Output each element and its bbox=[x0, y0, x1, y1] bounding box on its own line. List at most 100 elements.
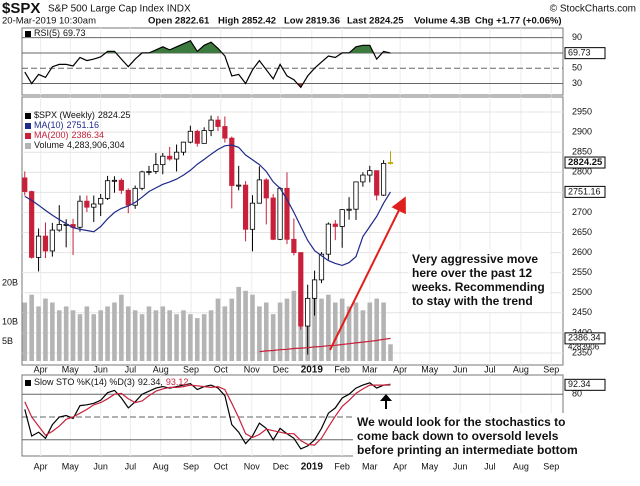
candle-body bbox=[367, 170, 373, 176]
x-tick-label: Jul bbox=[484, 461, 496, 471]
legend-text: , bbox=[160, 377, 163, 387]
series-line bbox=[24, 39, 391, 89]
y-tick-label: 2500 bbox=[572, 287, 592, 297]
candle-body bbox=[346, 208, 352, 211]
change: Chg +1.77 (+0.06%) bbox=[475, 16, 562, 27]
annotation-box bbox=[408, 250, 550, 312]
volume-bar bbox=[312, 294, 317, 361]
volume-bar bbox=[125, 306, 131, 361]
candle-body bbox=[146, 171, 152, 173]
index-name: S&P 500 Large Cap Index INDX bbox=[48, 4, 191, 15]
x-tick-label: Sep bbox=[543, 364, 559, 374]
legend-swatch bbox=[25, 143, 31, 149]
legend-text: Volume bbox=[34, 140, 64, 150]
candle-body bbox=[84, 200, 90, 208]
volume-bar bbox=[360, 310, 366, 361]
legend-text: Slow STO %K(14) %D(3) bbox=[34, 377, 135, 387]
legend-text: MA(200) bbox=[34, 130, 69, 140]
value-box: 92.34 bbox=[568, 379, 591, 389]
value-box: 2824.25 bbox=[568, 157, 603, 168]
candle-body bbox=[374, 170, 380, 196]
x-tick-label: Apr bbox=[393, 461, 407, 471]
annotation-text: to stay with the trend bbox=[412, 294, 533, 308]
x-tick-label: Mar bbox=[362, 461, 378, 471]
x-tick-label: Oct bbox=[214, 364, 229, 374]
candle-body bbox=[208, 119, 214, 131]
x-tick-label: Jul bbox=[125, 364, 137, 374]
x-tick-label: Feb bbox=[334, 364, 350, 374]
legend-entry: $SPX (Weekly) 2824.25 bbox=[34, 110, 130, 120]
x-tick-label: Dec bbox=[273, 461, 290, 471]
volume-bar bbox=[243, 290, 248, 361]
volume-bar bbox=[215, 298, 221, 361]
volume-bar bbox=[43, 298, 48, 361]
value-box-box bbox=[564, 185, 606, 198]
candle-body bbox=[187, 130, 193, 143]
legend-text: RSI(5) bbox=[34, 28, 60, 38]
arrow bbox=[380, 394, 392, 409]
series-line bbox=[24, 382, 391, 450]
volume-bar bbox=[167, 310, 172, 361]
candle-body bbox=[160, 155, 166, 166]
volume-box-label: 4283906 bbox=[568, 342, 600, 351]
candle-body bbox=[29, 191, 35, 258]
legend-entry: Slow STO %K(14) %D(3) 92.34, 93.12 bbox=[34, 377, 188, 387]
x-tick-label: Jun bbox=[93, 364, 108, 374]
x-tick-label: Feb bbox=[334, 461, 350, 471]
candle-body bbox=[35, 235, 42, 258]
volume-bar bbox=[270, 314, 276, 361]
volume-bar bbox=[98, 310, 103, 361]
legend-text: 4,283,906,304 bbox=[67, 140, 125, 150]
legend-text: $SPX (Weekly) bbox=[34, 110, 95, 120]
volume-bar bbox=[319, 298, 324, 361]
candle-body bbox=[249, 202, 256, 230]
y-tick-label: 2700 bbox=[572, 207, 592, 217]
x-tick-label: 2019 bbox=[301, 365, 324, 376]
volume-bar bbox=[181, 310, 186, 361]
legend-text: 2386.34 bbox=[72, 130, 105, 140]
candle-body bbox=[222, 126, 228, 139]
volume-bar bbox=[174, 314, 179, 361]
volume-tick-label: 10B bbox=[2, 316, 18, 326]
copyright: © StockCharts.com bbox=[550, 4, 636, 15]
y-tick-label: 2850 bbox=[572, 147, 592, 157]
low: Low 2819.36 bbox=[284, 16, 340, 27]
candle-body bbox=[298, 252, 304, 327]
volume-bar bbox=[291, 290, 297, 361]
value-box-box bbox=[564, 156, 606, 169]
volume-bar bbox=[339, 298, 345, 361]
x-tick-label: Aug bbox=[153, 364, 169, 374]
volume-bar bbox=[112, 302, 117, 361]
candle-body bbox=[22, 177, 28, 192]
last: Last 2824.25 bbox=[347, 16, 404, 27]
annotation-text: We would look for the stochastics to bbox=[357, 415, 565, 429]
y-tick-label: 30 bbox=[572, 78, 582, 88]
volume-bar bbox=[84, 306, 90, 361]
high: High 2852.42 bbox=[218, 16, 276, 27]
volume-bar bbox=[70, 310, 76, 361]
candle-body bbox=[263, 179, 269, 199]
x-tick-label: Jun bbox=[453, 364, 468, 374]
legend-swatch bbox=[25, 380, 31, 386]
legend-swatch bbox=[25, 123, 31, 129]
value-box-box bbox=[564, 47, 606, 60]
candle-body bbox=[318, 253, 325, 281]
candle-body bbox=[291, 238, 297, 253]
volume-bar bbox=[105, 306, 110, 361]
x-tick-label: Apr bbox=[393, 364, 407, 374]
candle-body bbox=[229, 137, 235, 186]
legend-text: 2751.16 bbox=[67, 120, 100, 130]
legend-swatch bbox=[25, 113, 31, 119]
x-tick-label: Dec bbox=[273, 364, 290, 374]
volume-bar bbox=[146, 306, 152, 361]
x-tick-label: May bbox=[62, 461, 80, 471]
volume-bar bbox=[388, 344, 393, 361]
volume-bar bbox=[132, 310, 138, 361]
annotation-text: Very aggressive move bbox=[412, 252, 538, 266]
legend-swatch bbox=[25, 133, 31, 139]
candle-body bbox=[104, 180, 111, 199]
legend-text: 92.34 bbox=[138, 377, 161, 387]
candle-body bbox=[180, 141, 187, 153]
y-tick-label: 2900 bbox=[572, 126, 592, 136]
